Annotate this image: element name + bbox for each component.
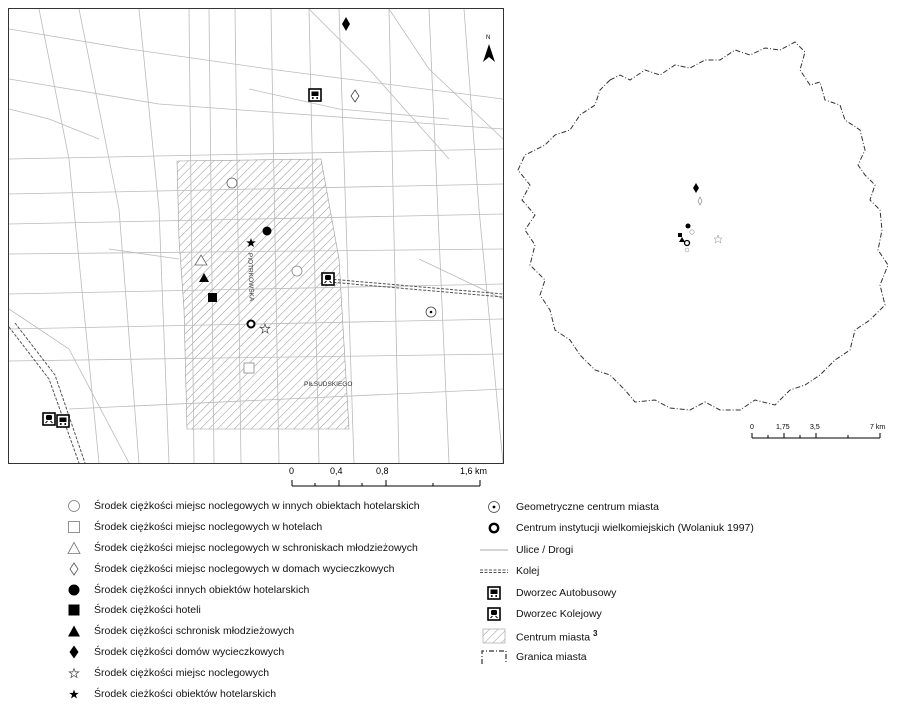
legend-item: Środek ciężkości miejsc noclegowych w in… bbox=[60, 496, 500, 517]
diamond-filled-marker bbox=[342, 17, 350, 31]
circle-open-icon bbox=[60, 497, 88, 515]
legend-item: Środek ciężkości miejsc noclegowych w do… bbox=[60, 558, 500, 579]
legend-label: Kolej bbox=[516, 565, 540, 578]
square-filled-icon bbox=[60, 601, 88, 619]
overview-scale-bar: 0 1,75 3,5 7 km bbox=[750, 424, 885, 439]
square-open-marker bbox=[243, 362, 255, 374]
legend-label: Środek ciężkości miejsc noclegowych w do… bbox=[94, 562, 395, 575]
legend-item: Kolej bbox=[480, 561, 900, 583]
bus-station-icon-west bbox=[56, 414, 70, 428]
triangle-filled-marker bbox=[199, 273, 209, 282]
legend-item: Centrum miasta 3 bbox=[480, 625, 900, 647]
legend-item: Środek ciężkości miejsc noclegowych w sc… bbox=[60, 538, 500, 559]
north-label: N bbox=[486, 35, 490, 41]
legend-item: Dworzec Autobusowy bbox=[480, 582, 900, 604]
triangle-filled-icon bbox=[60, 622, 88, 640]
legend-item: Ulice / Drogi bbox=[480, 539, 900, 561]
legend-label: Dworzec Autobusowy bbox=[516, 586, 617, 599]
map-canvas: PIOTRKOWSKA PIŁSUDSKIEGO N bbox=[9, 9, 503, 463]
legend-label: Centrum instytucji wielkomiejskich (Wola… bbox=[516, 522, 754, 535]
legend-item: Centrum instytucji wielkomiejskich (Wola… bbox=[480, 518, 900, 540]
legend-item: Geometryczne centrum miasta bbox=[480, 496, 900, 518]
legend-label: Środek ciężkości schronisk młodzieżowych bbox=[94, 625, 295, 638]
legend-item: Środek cieżkości obiektów hotelarskich bbox=[60, 683, 500, 704]
square-filled-marker bbox=[208, 293, 217, 302]
train-icon bbox=[480, 605, 508, 623]
diamond-open-icon bbox=[60, 560, 88, 578]
legend-label: Środek ciężkości miejsc noclegowych w ho… bbox=[94, 521, 323, 534]
legend-item: Środek ciężkości miejsc noclegowych bbox=[60, 662, 500, 683]
city-boundary bbox=[517, 41, 889, 411]
legend-label: Środek ciężkości domów wycieczkowych bbox=[94, 645, 285, 658]
diamond-filled-icon bbox=[60, 643, 88, 661]
bus-icon bbox=[480, 584, 508, 602]
diamond-open-marker bbox=[350, 89, 360, 103]
ring-bold-marker bbox=[246, 319, 256, 329]
overview-scale-tick-2: 3,5 bbox=[810, 424, 820, 431]
legend-label: Środek cieżkości obiektów hotelarskich bbox=[94, 687, 277, 700]
north-arrow-icon bbox=[483, 44, 495, 62]
city-overview-map bbox=[517, 41, 889, 411]
legend-label: Centrum miasta 3 bbox=[516, 628, 598, 644]
scale-tick-3: 1,6 km bbox=[460, 466, 487, 476]
city-center-map: PIOTRKOWSKA PIŁSUDSKIEGO N bbox=[8, 8, 504, 464]
legend-label: Środek ciężkości hoteli bbox=[94, 604, 201, 617]
legend-map-features: Geometryczne centrum miasta Centrum inst… bbox=[480, 496, 900, 668]
boundary-icon bbox=[480, 648, 508, 666]
square-open-icon bbox=[60, 518, 88, 536]
star-open-icon bbox=[60, 664, 88, 682]
railway-lines bbox=[9, 278, 503, 463]
legend-label: Geometryczne centrum miasta bbox=[516, 500, 659, 513]
scale-tick-1: 0,4 bbox=[330, 466, 343, 476]
street-label-piotrkowska: PIOTRKOWSKA bbox=[246, 253, 255, 302]
train-station-icon bbox=[321, 272, 335, 286]
legend-label: Środek ciężkości miejsc noclegowych w in… bbox=[94, 500, 420, 513]
circle-open-marker-east bbox=[291, 265, 303, 277]
overview-scale-tick-3: 7 km bbox=[870, 424, 885, 431]
hatch-icon bbox=[480, 627, 508, 645]
railway-line-icon bbox=[480, 562, 508, 580]
triangle-open-icon bbox=[60, 539, 88, 557]
legend-item: Środek ciężkości miejsc noclegowych w ho… bbox=[60, 517, 500, 538]
legend-item: Granica miasta bbox=[480, 647, 900, 669]
ring-bold-icon bbox=[480, 519, 508, 537]
legend-superscript: 3 bbox=[593, 628, 598, 638]
scale-tick-0: 0 bbox=[289, 466, 294, 476]
circle-filled-icon bbox=[60, 581, 88, 599]
legend-label: Środek ciężkości miejsc noclegowych w sc… bbox=[94, 541, 418, 554]
overview-scale-tick-0: 0 bbox=[750, 424, 754, 431]
circle-open-marker-north bbox=[226, 177, 238, 189]
street-network bbox=[9, 9, 503, 463]
train-station-icon-west bbox=[42, 412, 56, 426]
road-line-icon bbox=[480, 541, 508, 559]
city-center-hatch-area bbox=[176, 158, 350, 430]
circle-dot-icon bbox=[480, 498, 508, 516]
legend-point-symbols: Środek ciężkości miejsc noclegowych w in… bbox=[60, 496, 500, 704]
legend-label: Ulice / Drogi bbox=[516, 543, 574, 556]
triangle-open-marker bbox=[194, 254, 208, 266]
legend-item: Środek ciężkości schronisk młodzieżowych bbox=[60, 621, 500, 642]
legend-label: Granica miasta bbox=[516, 651, 587, 664]
legend-label: Środek ciężkości miejsc noclegowych bbox=[94, 666, 270, 679]
legend-label: Środek ciężkości innych obiektów hotelar… bbox=[94, 583, 310, 596]
overview-scale-tick-1: 1,75 bbox=[776, 424, 790, 431]
legend-label: Dworzec Kolejowy bbox=[516, 608, 602, 621]
overview-circle-filled bbox=[685, 223, 691, 229]
overview-diamond-filled bbox=[693, 183, 699, 193]
bus-station-icon bbox=[308, 88, 322, 102]
legend-item: Środek ciężkości innych obiektów hotelar… bbox=[60, 579, 500, 600]
legend-item: Dworzec Kolejowy bbox=[480, 604, 900, 626]
star-filled-icon bbox=[60, 685, 88, 703]
circle-filled-marker bbox=[262, 226, 272, 236]
scale-tick-2: 0,8 bbox=[376, 466, 389, 476]
overview-diamond-open bbox=[697, 196, 703, 206]
legend-item: Środek ciężkości hoteli bbox=[60, 600, 500, 621]
legend-item: Środek ciężkości domów wycieczkowych bbox=[60, 642, 500, 663]
street-label-pilsudskiego: PIŁSUDSKIEGO bbox=[304, 381, 352, 388]
main-scale-bar: 0 0,4 0,8 1,6 km bbox=[289, 466, 487, 487]
